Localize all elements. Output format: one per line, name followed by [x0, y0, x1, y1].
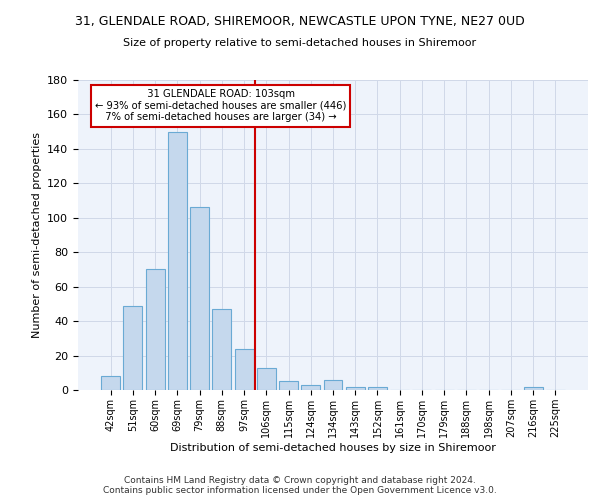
X-axis label: Distribution of semi-detached houses by size in Shiremoor: Distribution of semi-detached houses by …: [170, 442, 496, 452]
Bar: [346, 386, 365, 390]
Text: 31 GLENDALE ROAD: 103sqm  
← 93% of semi-detached houses are smaller (446)
  7% : 31 GLENDALE ROAD: 103sqm ← 93% of semi-d…: [95, 90, 346, 122]
Bar: [524, 386, 542, 390]
Bar: [146, 270, 164, 390]
Text: Contains HM Land Registry data © Crown copyright and database right 2024.
Contai: Contains HM Land Registry data © Crown c…: [103, 476, 497, 495]
Text: 31, GLENDALE ROAD, SHIREMOOR, NEWCASTLE UPON TYNE, NE27 0UD: 31, GLENDALE ROAD, SHIREMOOR, NEWCASTLE …: [75, 15, 525, 28]
Text: Size of property relative to semi-detached houses in Shiremoor: Size of property relative to semi-detach…: [124, 38, 476, 48]
Bar: [212, 309, 231, 390]
Y-axis label: Number of semi-detached properties: Number of semi-detached properties: [32, 132, 41, 338]
Bar: [323, 380, 343, 390]
Bar: [368, 386, 387, 390]
Bar: [190, 208, 209, 390]
Bar: [257, 368, 276, 390]
Bar: [124, 306, 142, 390]
Bar: [279, 382, 298, 390]
Bar: [101, 376, 120, 390]
Bar: [301, 385, 320, 390]
Bar: [235, 348, 254, 390]
Bar: [168, 132, 187, 390]
